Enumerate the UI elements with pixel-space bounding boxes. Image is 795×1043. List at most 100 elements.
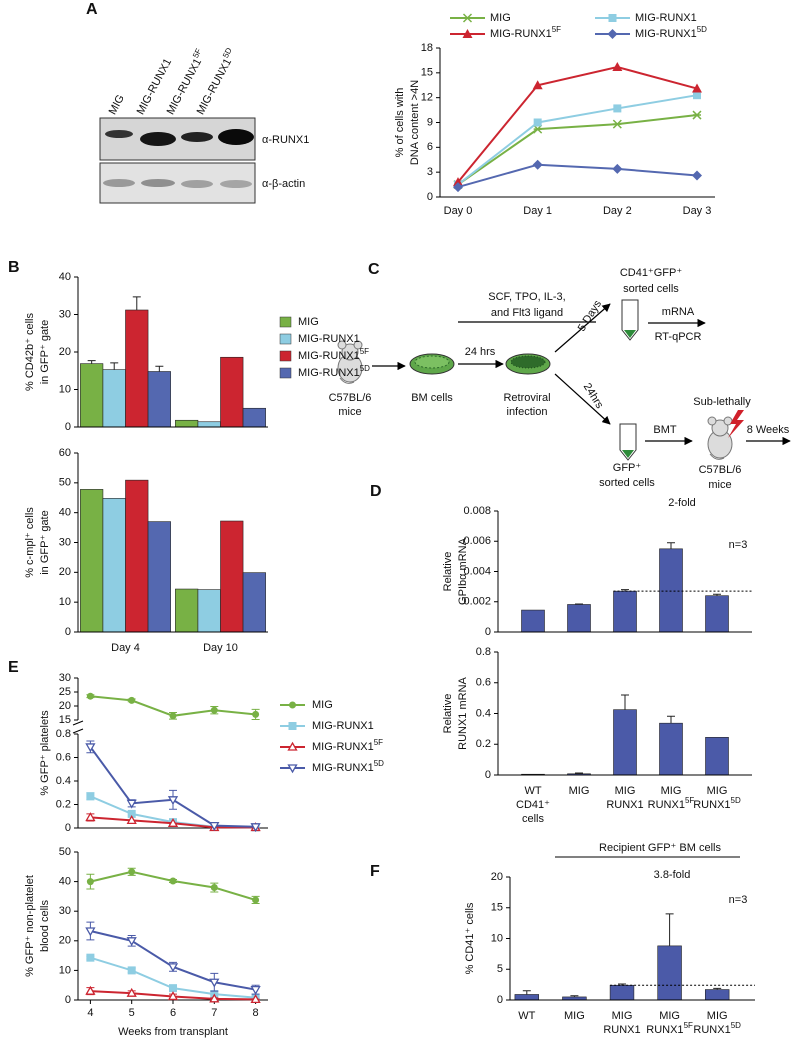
y-tick-label: 30 <box>59 905 71 917</box>
error-bar <box>575 772 583 774</box>
legend-marker <box>462 29 473 38</box>
x-tick-label: RUNX1 <box>606 799 643 811</box>
x-tick-label: MIG <box>659 1010 680 1022</box>
superscript: 5F <box>685 796 694 805</box>
mouse-tail <box>339 377 355 384</box>
legend-label: MIG-RUNX1 <box>312 720 374 732</box>
x-tick-label: MIG <box>569 785 590 797</box>
marker <box>693 91 701 100</box>
y-tick-label: 0.6 <box>56 751 71 763</box>
bar <box>659 722 683 776</box>
bar <box>175 588 199 633</box>
x-tick-label: 8 <box>253 1007 259 1019</box>
y-tick-label: 6 <box>427 141 433 153</box>
marker <box>86 953 95 962</box>
panel-label: E <box>8 659 19 676</box>
marker <box>453 182 463 193</box>
marker <box>252 710 260 718</box>
bar <box>521 609 545 633</box>
legend-label: MIG <box>312 699 333 711</box>
y-axis-label: RUNX1 mRNA <box>457 676 469 749</box>
bar <box>567 604 591 633</box>
superscript: 5D <box>360 364 370 373</box>
y-tick-label: 0.002 <box>463 596 491 608</box>
legend-marker <box>287 741 298 751</box>
error-bar <box>87 360 96 364</box>
y-tick-label: 10 <box>491 932 503 944</box>
superscript: 5F <box>552 25 561 34</box>
y-tick-label: 0 <box>427 191 433 203</box>
mouse-ear <box>707 416 717 426</box>
marker <box>532 80 543 90</box>
error-bar <box>667 542 675 549</box>
bar <box>514 994 540 1001</box>
x-tick-label: RUNX15F <box>648 796 695 811</box>
panel-label: A <box>86 1 98 18</box>
x-tick-label: WT <box>518 1010 535 1022</box>
legend-label: MIG-RUNX1 <box>298 333 360 345</box>
y-axis-label: in GFP⁺ gate <box>39 320 51 385</box>
diagram-label: RT-qPCR <box>655 331 702 343</box>
marker <box>126 937 137 947</box>
series-line <box>90 930 256 991</box>
blot-band <box>218 129 254 145</box>
x-tick-label: MIG <box>707 785 728 797</box>
legend-label: MIG-RUNX15D <box>298 364 370 379</box>
marker <box>169 984 177 993</box>
y-tick-label: 40 <box>59 507 71 519</box>
y-tick-label: 20 <box>59 935 71 947</box>
y-axis-label: in GFP⁺ gate <box>39 510 51 575</box>
legend-label: MIG <box>490 12 511 24</box>
marker <box>126 815 137 825</box>
y-tick-label: 30 <box>59 308 71 320</box>
panel-label: C <box>368 261 380 278</box>
diagram <box>337 299 791 461</box>
bar <box>125 479 149 633</box>
y-tick-label: 0 <box>65 626 71 638</box>
marker <box>167 991 179 1001</box>
y-tick-label: 12 <box>421 92 433 104</box>
marker <box>612 62 623 72</box>
marker <box>612 119 622 129</box>
legend-label: MIG-RUNX15F <box>312 738 383 753</box>
legend-marker <box>289 701 296 709</box>
y-axis-label: % c-mpl⁺ cells <box>24 507 36 578</box>
legend-swatch <box>279 316 292 328</box>
y-tick-label: 0.006 <box>463 535 491 547</box>
dish-cells <box>510 355 546 369</box>
bar <box>242 407 266 428</box>
marker <box>533 118 542 127</box>
marker <box>85 812 96 822</box>
x-tick-label: 7 <box>211 1007 217 1019</box>
y-axis-label: % CD41⁺ cells <box>464 902 476 974</box>
y-tick-label: 60 <box>59 447 71 459</box>
marker <box>209 993 220 1003</box>
legend-swatch <box>279 333 292 345</box>
mouse-ear <box>353 340 363 350</box>
bar <box>147 371 171 428</box>
marker <box>692 170 702 181</box>
x-tick-label: Day 1 <box>523 205 552 217</box>
y-tick-label: 0.8 <box>476 646 491 658</box>
y-tick-label: 0.2 <box>56 798 71 810</box>
legend-label: MIG-RUNX1 <box>635 12 697 24</box>
marker <box>250 823 261 833</box>
annotation: 2-fold <box>668 497 696 509</box>
annotation: n=3 <box>729 894 748 906</box>
diagram-label: sorted cells <box>599 477 655 489</box>
blot-band <box>181 132 213 142</box>
x-tick-label: RUNX15D <box>693 796 741 811</box>
marker <box>250 994 261 1004</box>
lane-label: MIG <box>107 93 127 117</box>
y-tick-label: 10 <box>59 596 71 608</box>
y-tick-label: 0.004 <box>463 565 491 577</box>
legend-marker <box>288 722 297 730</box>
superscript: 5F <box>684 1021 693 1030</box>
diagram-label: GFP⁺ <box>613 462 642 474</box>
bar <box>125 309 149 428</box>
superscript: 5D <box>731 796 741 805</box>
y-tick-label: 9 <box>427 116 433 128</box>
y-tick-label: 5 <box>497 963 503 975</box>
mouse-tail <box>709 453 725 460</box>
legend-marker <box>287 764 298 774</box>
